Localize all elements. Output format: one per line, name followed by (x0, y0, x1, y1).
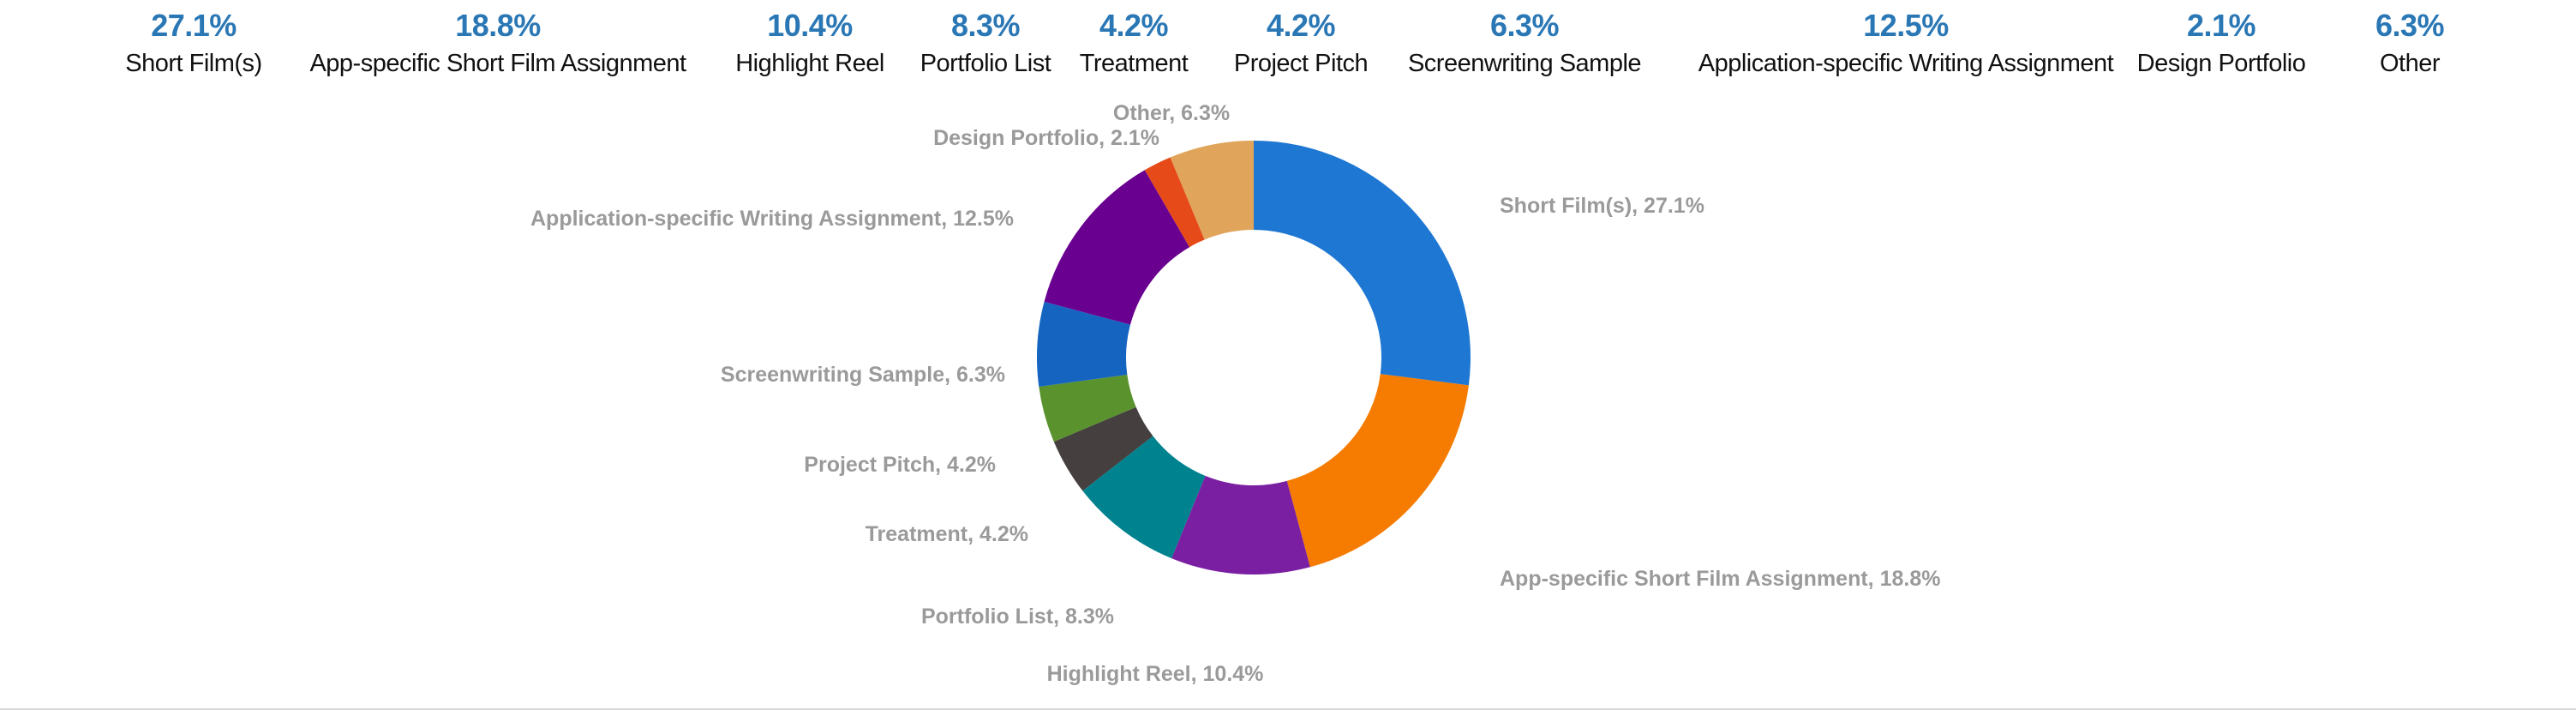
stat-label: Other (2379, 50, 2441, 77)
stat-item: 6.3% Screenwriting Sample (1407, 5, 1642, 81)
slice-label: Other, 6.3% (1113, 101, 1230, 125)
slice-label: Treatment, 4.2% (866, 522, 1028, 546)
stat-label: Short Film(s) (125, 50, 262, 77)
slice-label: Highlight Reel, 10.4% (1047, 662, 1264, 686)
stat-label: App-specific Short Film Assignment (309, 50, 686, 77)
slice-label: Short Film(s), 27.1% (1500, 194, 1704, 218)
slice-design-portfolio[interactable] (1144, 157, 1205, 248)
stat-label: Treatment (1079, 50, 1189, 77)
stat-item: 8.3% Portfolio List (920, 5, 1051, 81)
stat-percent: 6.3% (2375, 8, 2445, 43)
stat-percent: 6.3% (1489, 8, 1560, 43)
stat-item: 10.4% Highlight Reel (735, 5, 884, 81)
stat-label: Design Portfolio (2136, 50, 2306, 77)
slice-treatment[interactable] (1053, 406, 1153, 491)
stat-item: 18.8% App-specific Short Film Assignment (309, 5, 686, 81)
stat-item: 4.2% Treatment (1080, 5, 1189, 81)
slice-other[interactable] (1170, 141, 1254, 240)
slice-label: Design Portfolio, 2.1% (933, 126, 1159, 150)
divider (0, 708, 2576, 710)
slice-project-pitch[interactable] (1039, 375, 1136, 442)
stat-percent: 27.1% (151, 8, 237, 43)
stat-percent: 4.2% (1099, 8, 1169, 43)
stat-percent: 12.5% (1863, 8, 1949, 43)
stat-item: 27.1% Short Film(s) (125, 5, 262, 81)
stat-percent: 2.1% (2186, 8, 2256, 43)
slice-label: Screenwriting Sample, 6.3% (721, 363, 1005, 387)
slice-portfolio-list[interactable] (1082, 436, 1206, 559)
stat-percent: 8.3% (950, 8, 1021, 43)
stat-item: 4.2% Project Pitch (1233, 5, 1369, 81)
stat-label: Highlight Reel (735, 50, 884, 77)
stat-percent: 10.4% (767, 8, 853, 43)
stat-label: Application-specific Writing Assignment (1698, 50, 2114, 77)
slice-screenwriting-sample[interactable] (1037, 301, 1131, 388)
stat-label: Project Pitch (1233, 50, 1369, 77)
stat-item: 12.5% Application-specific Writing Assign… (1698, 5, 2114, 81)
stat-label: Portfolio List (920, 50, 1051, 77)
stat-label: Screenwriting Sample (1407, 50, 1642, 77)
slice-application-specific-writing-assignment[interactable] (1044, 170, 1190, 325)
slice-label: App-specific Short Film Assignment, 18.8… (1500, 567, 1940, 591)
slice-short-film-s-[interactable] (1254, 141, 1471, 386)
slice-highlight-reel[interactable] (1171, 475, 1310, 575)
slice-app-specific-short-film-assignment[interactable] (1286, 374, 1469, 568)
slice-label: Application-specific Writing Assignment,… (530, 207, 1014, 231)
slice-label: Project Pitch, 4.2% (804, 453, 996, 477)
stat-percent: 18.8% (455, 8, 541, 43)
stat-item: 2.1% Design Portfolio (2137, 5, 2306, 81)
stat-percent: 4.2% (1266, 8, 1336, 43)
stat-item: 6.3% Other (2375, 5, 2445, 81)
slice-label: Portfolio List, 8.3% (921, 605, 1114, 629)
